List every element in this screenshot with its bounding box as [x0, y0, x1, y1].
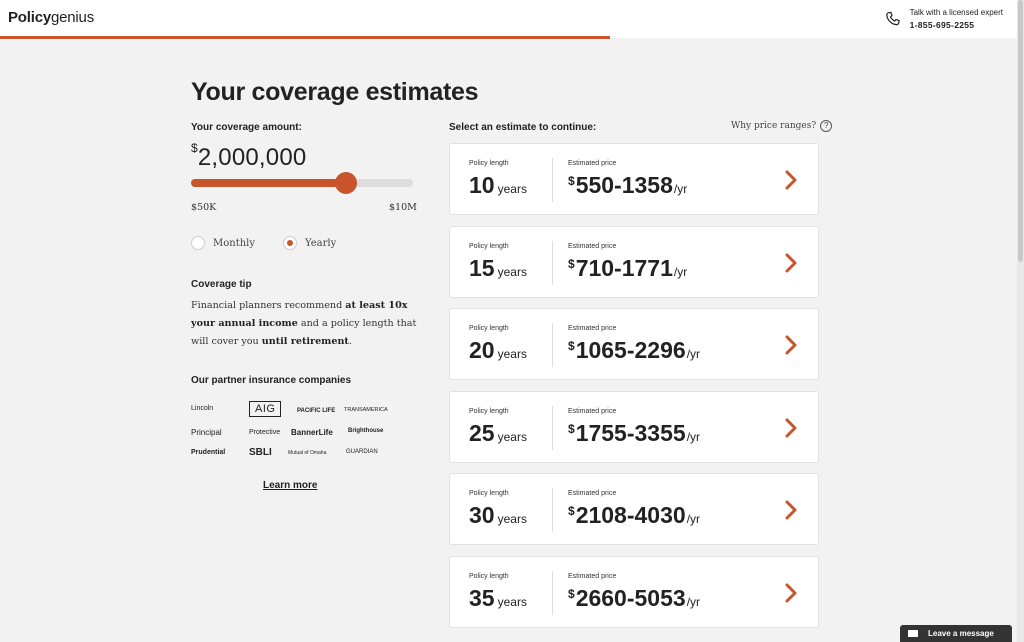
estimated-price-label: Estimated price [568, 573, 617, 580]
policy-length-value: 20 years [469, 337, 527, 363]
estimate-card-35-years[interactable]: Policy length 35 years Estimated price $2660… [449, 556, 819, 628]
select-estimate-label: Select an estimate to continue: [449, 122, 597, 133]
estimated-price-label: Estimated price [568, 490, 617, 497]
radio-monthly-label: Monthly [213, 237, 256, 249]
scrollbar-thumb[interactable] [1018, 0, 1023, 262]
contact-label: Talk with a licensed expert [909, 8, 1003, 17]
slider-fill [191, 179, 347, 187]
partner-logo-guardian: GUARDIAN [346, 449, 378, 455]
policy-length-value: 15 years [469, 255, 527, 281]
site-header: Policygenius Talk with a licensed expert… [0, 0, 1017, 39]
coverage-amount-label: Your coverage amount: [191, 122, 302, 133]
estimated-price-value: $2108-4030/yr [568, 502, 701, 528]
policy-length-label: Policy length [469, 243, 509, 250]
page-scrollbar[interactable] [1017, 0, 1024, 642]
estimated-price-value: $550-1358/yr [568, 172, 688, 198]
page-title: Your coverage estimates [191, 78, 479, 106]
estimated-price-value: $710-1771/yr [568, 255, 688, 281]
partner-logo-transamerica: TRANSAMERICA [344, 407, 388, 413]
contact-phone[interactable]: 1-855-695-2255 [909, 20, 975, 30]
policy-length-label: Policy length [469, 160, 509, 167]
slider-max-label: $10M [389, 202, 417, 213]
radio-monthly[interactable]: Monthly [191, 236, 255, 250]
why-price-ranges[interactable]: Why price ranges?? [731, 120, 833, 132]
estimate-card-20-years[interactable]: Policy length 20 years Estimated price $1065… [449, 308, 819, 380]
card-divider [552, 158, 553, 202]
estimate-card-15-years[interactable]: Policy length 15 years Estimated price $710-… [449, 226, 819, 298]
estimate-card-30-years[interactable]: Policy length 30 years Estimated price $2108… [449, 473, 819, 545]
leave-message-button[interactable]: Leave a message [900, 625, 1012, 642]
partner-logo-aig: AIG [249, 401, 282, 417]
chevron-right-icon[interactable] [784, 418, 798, 438]
partner-logo-mutual-of-omaha: Mutual of Omaha [288, 450, 327, 456]
coverage-amount-value: $2,000,000 [191, 141, 307, 171]
policy-length-value: 25 years [469, 420, 527, 446]
slider-min-label: $50K [191, 202, 217, 213]
partner-logo-pacific-life: PACIFIC LIFE [297, 408, 336, 414]
radio-circle-yearly[interactable] [283, 236, 297, 250]
envelope-icon [908, 630, 918, 637]
card-divider [552, 241, 553, 285]
contact-block[interactable]: Talk with a licensed expert 1-855-695-22… [884, 6, 1003, 32]
question-icon[interactable]: ? [820, 120, 833, 132]
partner-logo-protective: Protective [249, 429, 281, 436]
estimated-price-label: Estimated price [568, 243, 617, 250]
partner-logo-bannerlife: BannerLife [291, 428, 333, 437]
partner-logo-brighthouse: Brighthouse [348, 428, 384, 434]
chevron-right-icon[interactable] [784, 500, 798, 520]
policygenius-logo[interactable]: Policygenius [8, 9, 95, 26]
learn-more-link[interactable]: Learn more [263, 480, 318, 491]
radio-yearly[interactable]: Yearly [283, 236, 336, 250]
estimate-card-10-years[interactable]: Policy length 10 years Estimated price $550-… [449, 143, 819, 215]
partner-logo-prudential: Prudential [191, 449, 226, 456]
phone-icon [885, 11, 900, 26]
card-divider [552, 488, 553, 532]
estimated-price-label: Estimated price [568, 325, 617, 332]
coverage-tip-body: Financial planners recommend at least 10… [191, 300, 417, 347]
policy-length-value: 35 years [469, 585, 527, 611]
chevron-right-icon[interactable] [784, 170, 798, 190]
estimate-card-25-years[interactable]: Policy length 25 years Estimated price $1755… [449, 391, 819, 463]
policy-length-label: Policy length [469, 490, 509, 497]
partner-logo-principal: Principal [191, 428, 222, 437]
estimated-price-value: $1065-2296/yr [568, 337, 701, 363]
estimated-price-value: $2660-5053/yr [568, 585, 701, 611]
chevron-right-icon[interactable] [784, 253, 798, 273]
estimated-price-label: Estimated price [568, 160, 617, 167]
coverage-slider[interactable] [191, 172, 413, 194]
slider-handle[interactable] [335, 172, 358, 194]
estimated-price-value: $1755-3355/yr [568, 420, 701, 446]
progress-fill [0, 36, 611, 39]
policy-length-value: 30 years [469, 502, 527, 528]
radio-circle-monthly[interactable] [191, 236, 205, 250]
policy-length-value: 10 years [469, 172, 527, 198]
chevron-right-icon[interactable] [784, 583, 798, 603]
estimated-price-label: Estimated price [568, 408, 617, 415]
partners-title: Our partner insurance companies [191, 375, 352, 386]
card-divider [552, 323, 553, 367]
policy-length-label: Policy length [469, 408, 509, 415]
policy-length-label: Policy length [469, 325, 509, 332]
partner-logo-lincoln: Lincoln [191, 405, 214, 412]
card-divider [552, 406, 553, 450]
card-divider [552, 571, 553, 615]
chevron-right-icon[interactable] [784, 335, 798, 355]
policy-length-label: Policy length [469, 573, 509, 580]
coverage-tip-title: Coverage tip [191, 279, 252, 290]
progress-bar [0, 36, 1017, 39]
partner-logo-sbli: SBLI [249, 447, 272, 458]
radio-yearly-label: Yearly [305, 237, 337, 249]
